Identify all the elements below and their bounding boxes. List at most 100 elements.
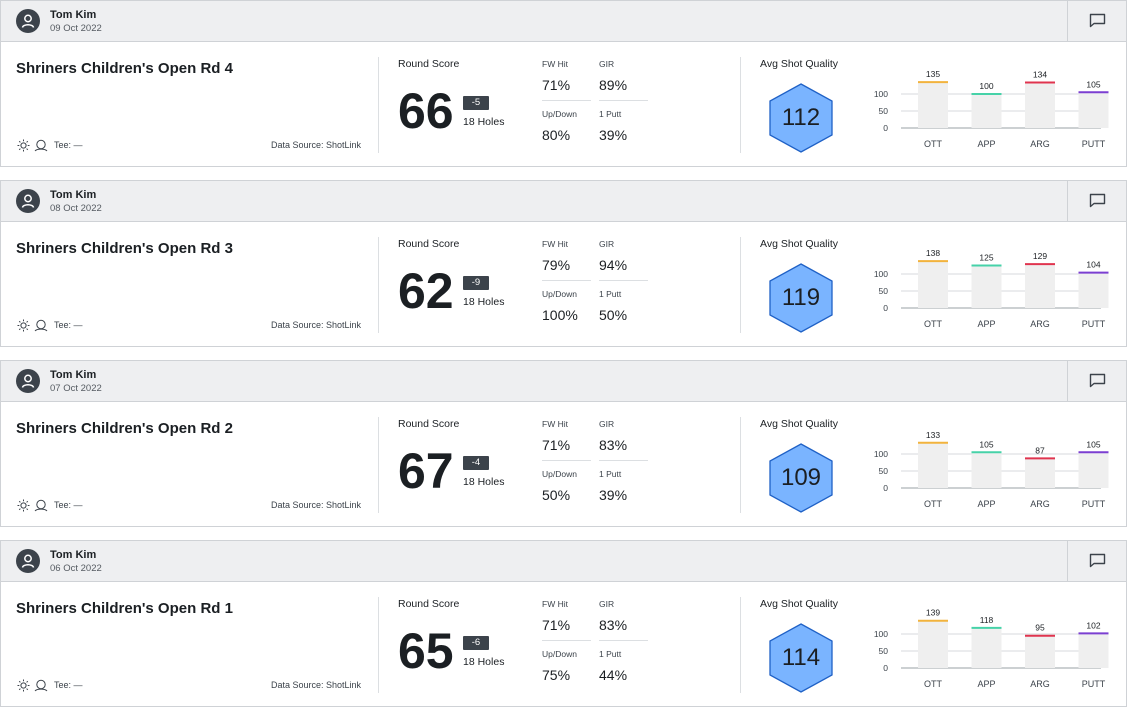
bar-value-label: 118 [980,615,994,625]
bar-putt[interactable] [1078,633,1109,668]
sun-icon [17,679,30,692]
bar-putt[interactable] [1078,452,1109,488]
sg-bar-chart: 0 50 100 138 OTT 125 APP 129 ARG 104 PUTT [874,248,1109,329]
data-source: Data Source: ShotLink [271,680,362,690]
bar-putt[interactable] [1078,92,1109,128]
data-source: Data Source: ShotLink [271,500,362,510]
round-date: 07 Oct 2022 [50,383,102,394]
y-tick-label: 50 [879,286,889,296]
divider [378,237,379,333]
avatar [16,9,40,33]
one-putt-value: 39% [599,127,628,143]
x-category-label: APP [977,499,995,509]
round-date: 06 Oct 2022 [50,563,102,574]
divider [542,100,591,101]
round-title[interactable]: Shriners Children's Open Rd 4 [16,60,233,77]
y-tick-label: 100 [874,89,888,99]
fw-hit-value: 71% [542,617,571,633]
divider [740,597,741,693]
bar-value-label: 104 [1086,260,1100,270]
user-icon [21,14,35,28]
bar-arg[interactable] [1025,82,1055,128]
divider [740,417,741,513]
course-icon [34,679,48,692]
gir-value: 94% [599,257,628,273]
y-tick-label: 0 [883,483,888,493]
avg-shot-quality-label: Avg Shot Quality [760,58,839,70]
bar-value-label: 105 [979,439,993,449]
x-category-label: OTT [924,499,942,509]
holes-count: 18 Holes [463,116,505,128]
bar-arg[interactable] [1025,458,1055,488]
one-putt-label: 1 Putt [599,109,622,119]
round-title[interactable]: Shriners Children's Open Rd 3 [16,240,233,257]
up-down-value: 50% [542,487,571,503]
comment-button[interactable] [1067,181,1126,221]
gir-label: GIR [599,599,615,609]
round-date: 09 Oct 2022 [50,23,102,34]
bar-value-label: 139 [926,608,940,618]
hexagon-badge [769,623,833,693]
gir-value: 89% [599,77,628,93]
round-card: Tom Kim 06 Oct 2022 Shriners Children's … [0,540,1127,707]
comment-icon [1089,13,1106,28]
bar-app[interactable] [971,452,1002,488]
bar-ott[interactable] [918,82,948,128]
round-title[interactable]: Shriners Children's Open Rd 1 [16,600,233,617]
bar-value-label: 125 [979,253,993,263]
avatar [16,369,40,393]
bar-putt[interactable] [1078,272,1109,308]
round-title[interactable]: Shriners Children's Open Rd 2 [16,420,233,437]
bar-value-label: 129 [1033,251,1047,261]
course-icon [34,319,48,332]
bar-value-label: 138 [926,248,940,258]
holes-count: 18 Holes [463,656,505,668]
bar-app[interactable] [971,627,1002,668]
avg-shot-quality-value: 114 [781,644,821,671]
comment-button[interactable] [1067,361,1126,401]
card-header: Tom Kim 07 Oct 2022 [1,361,1126,402]
data-source: Data Source: ShotLink [271,140,362,150]
bar-value-label: 100 [979,81,993,91]
divider [599,100,648,101]
holes-count: 18 Holes [463,296,505,308]
fw-hit-label: FW Hit [542,59,568,69]
card-header: Tom Kim 09 Oct 2022 [1,1,1126,42]
avg-shot-quality-label: Avg Shot Quality [760,598,839,610]
bar-app[interactable] [971,94,1002,128]
round-score-label: Round Score [398,418,460,430]
x-category-label: PUTT [1082,319,1106,329]
sun-icon [17,139,30,152]
fw-hit-value: 71% [542,437,571,453]
bar-ott[interactable] [918,620,948,668]
divider [599,640,648,641]
y-tick-label: 50 [879,106,889,116]
x-category-label: PUTT [1082,679,1106,689]
comment-button[interactable] [1067,541,1126,581]
round-score-label: Round Score [398,598,460,610]
bar-ott[interactable] [918,442,948,488]
bar-value-label: 133 [926,430,940,440]
player-name: Tom Kim [50,9,97,21]
bar-ott[interactable] [918,261,948,308]
bar-value-label: 105 [1086,439,1100,449]
x-category-label: ARG [1030,319,1050,329]
bar-app[interactable] [971,265,1002,309]
data-source: Data Source: ShotLink [271,320,362,330]
divider [542,280,591,281]
card-header: Tom Kim 06 Oct 2022 [1,541,1126,582]
y-tick-label: 100 [874,629,888,639]
x-category-label: ARG [1030,139,1050,149]
bar-arg[interactable] [1025,635,1055,668]
x-category-label: APP [977,679,995,689]
x-category-label: ARG [1030,499,1050,509]
gir-label: GIR [599,239,615,249]
comment-icon [1089,373,1106,388]
fw-hit-value: 79% [542,257,571,273]
to-par-badge: -9 [463,276,489,290]
comment-button[interactable] [1067,1,1126,41]
divider [378,597,379,693]
comment-icon [1089,193,1106,208]
bar-arg[interactable] [1025,264,1055,308]
tee-info: Tee: — [54,680,83,690]
